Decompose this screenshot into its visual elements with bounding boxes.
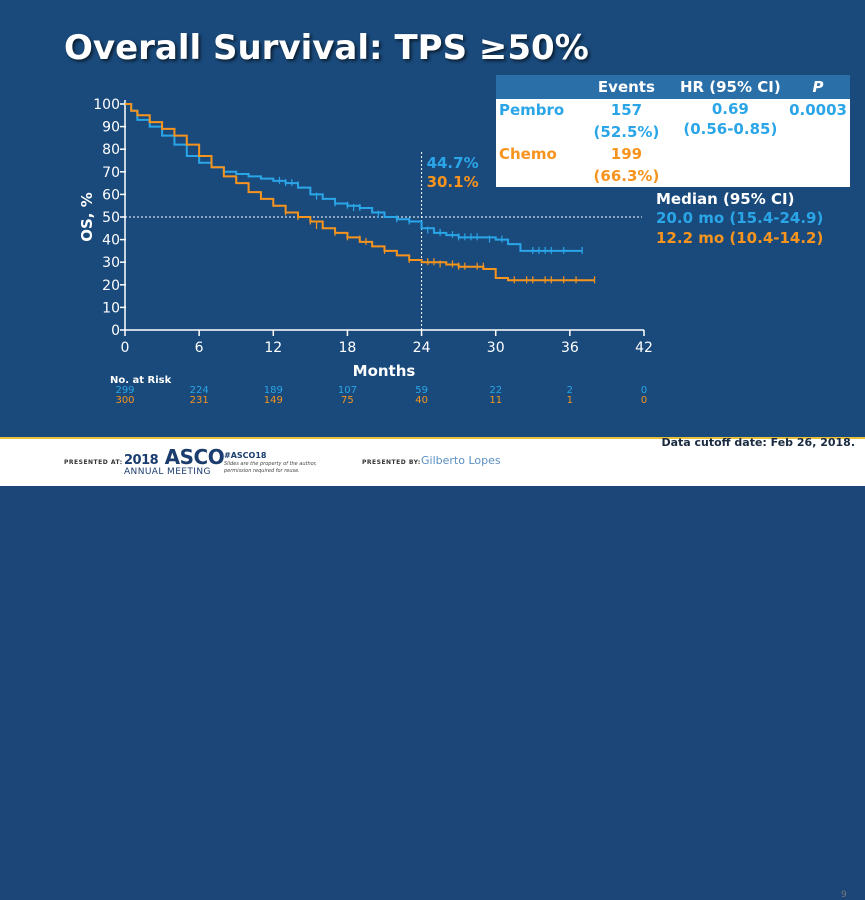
risk-count-chemo: 149: [264, 395, 283, 406]
y-tick-label: 70: [102, 165, 120, 181]
slide-title: Overall Survival: TPS ≥50%: [64, 28, 589, 68]
survival-curves: [125, 103, 596, 284]
reference-lines: [125, 152, 642, 330]
risk-count-pembro: 299: [115, 385, 134, 396]
median-pembro: 20.0 mo (15.4-24.9): [656, 209, 824, 227]
chart-annotations: 44.7%30.1%: [427, 154, 479, 191]
y-tick-label: 80: [102, 142, 120, 158]
chart-axes: 0 10 20 30 40 50 60 70 80 90 100 0 6 12 18 24 30 36 42: [93, 97, 653, 356]
presented-by-label: PRESENTED BY:: [362, 459, 421, 466]
stats-pembro-events: 157 (52.5%): [593, 101, 660, 141]
stats-header-events: Events: [578, 75, 675, 99]
y-axis-label: OS, %: [78, 192, 96, 242]
risk-count-chemo: 231: [190, 395, 209, 406]
risk-count-pembro: 107: [338, 385, 357, 396]
x-axis-label: Months: [353, 362, 416, 380]
x-tick-label: 30: [487, 340, 505, 356]
stats-row-chemo: Chemo 199 (66.3%): [496, 143, 850, 187]
y-tick-label: 0: [111, 323, 120, 339]
logo-year: 2018: [124, 453, 159, 468]
risk-count-chemo: 1: [567, 395, 573, 406]
risk-count-pembro: 2: [567, 385, 573, 396]
logo-name: ASCO: [164, 445, 225, 469]
risk-count-chemo: 300: [115, 395, 134, 406]
y-tick-label: 90: [102, 120, 120, 136]
stats-header-row: Events HR (95% CI) P: [496, 75, 850, 99]
page-number: 9: [841, 890, 847, 900]
risk-count-chemo: 11: [489, 395, 502, 406]
median-chemo: 12.2 mo (10.4-14.2): [656, 229, 824, 247]
slides-note: Slides are the property of the author, p…: [224, 461, 317, 474]
stats-hr-cell: 0.69 (0.56-0.85): [675, 99, 787, 187]
y-tick-label: 10: [102, 300, 120, 316]
stats-header-blank: [496, 75, 579, 99]
y-tick-label: 50: [102, 210, 120, 226]
y-tick-label: 100: [93, 97, 120, 113]
axis-labels: Months OS, %: [78, 192, 415, 380]
stats-chemo-events: 199 (66.3%): [593, 145, 660, 185]
presenter-name: Gilberto Lopes: [421, 454, 501, 467]
pembro-curve: [125, 103, 583, 252]
risk-count-pembro: 0: [641, 385, 647, 396]
risk-count-pembro: 224: [190, 385, 209, 396]
chemo-24mo-annotation: 30.1%: [427, 173, 479, 191]
pembro-24mo-annotation: 44.7%: [427, 154, 479, 172]
slide-background: [0, 0, 865, 437]
stats-hr-value: 0.69: [711, 100, 749, 118]
presented-at-label: PRESENTED AT:: [64, 459, 123, 466]
stats-chemo-label: Chemo: [499, 145, 557, 163]
x-tick-label: 36: [561, 340, 579, 356]
footer-bar: PRESENTED AT: 2018 ASCO ANNUAL MEETING #…: [0, 437, 865, 900]
risk-count-pembro: 59: [415, 385, 428, 396]
y-tick-label: 60: [102, 187, 120, 203]
hashtag: #ASCO18: [224, 451, 267, 460]
risk-count-pembro: 22: [489, 385, 502, 396]
stats-table: Events HR (95% CI) P Pembro 157 (52.5%) …: [496, 75, 850, 187]
logo-subtitle: ANNUAL MEETING: [124, 467, 211, 477]
footer-divider: [0, 437, 865, 439]
stats-hr-ci: (0.56-0.85): [683, 120, 778, 138]
y-tick-label: 20: [102, 278, 120, 294]
chemo-curve: [125, 103, 595, 282]
y-tick-label: 40: [102, 233, 120, 249]
asco-logo: 2018 ASCO: [124, 445, 225, 469]
x-tick-label: 6: [195, 340, 204, 356]
stats-row-pembro: Pembro 157 (52.5%) 0.69 (0.56-0.85) 0.00…: [496, 99, 850, 143]
data-cutoff-date: Data cutoff date: Feb 26, 2018.: [661, 436, 855, 449]
stats-header-hr: HR (95% CI): [674, 75, 787, 99]
x-tick-label: 0: [121, 340, 130, 356]
risk-count-chemo: 0: [641, 395, 647, 406]
median-title: Median (95% CI): [656, 190, 795, 208]
x-tick-label: 42: [635, 340, 653, 356]
y-tick-label: 30: [102, 255, 120, 271]
stats-pembro-label: Pembro: [499, 101, 565, 119]
x-tick-label: 12: [264, 340, 282, 356]
stats-header-p: P: [786, 75, 850, 99]
risk-count-chemo: 75: [341, 395, 354, 406]
x-tick-label: 24: [413, 340, 431, 356]
stats-p-value: 0.0003: [789, 101, 847, 119]
risk-table-title: No. at Risk: [110, 375, 172, 386]
risk-count-chemo: 40: [415, 395, 428, 406]
x-tick-label: 18: [339, 340, 357, 356]
risk-count-pembro: 189: [264, 385, 283, 396]
